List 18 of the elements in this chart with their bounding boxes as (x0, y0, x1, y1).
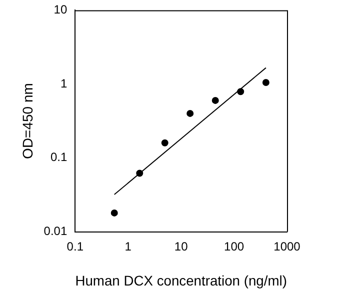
point (186, 110, 194, 117)
y-tick-label: 1 (60, 76, 68, 90)
point (136, 170, 144, 177)
point (212, 96, 219, 104)
y-tick-label: 0.1 (50, 150, 68, 164)
point (110, 209, 118, 216)
y-tick-label: 0.01 (44, 224, 68, 238)
x-tick-label: 10 (174, 239, 188, 254)
point (237, 88, 244, 96)
y-tick-label: 10 (54, 2, 68, 17)
x-tick-label: 1000 (274, 239, 301, 254)
point (161, 139, 168, 146)
x-tick-label: 1 (124, 239, 132, 254)
x-tick-label: 100 (224, 239, 244, 254)
y-axis-title: OD=450 nm (19, 83, 36, 159)
x-axis-title: Human DCX concentration (ng/ml) (75, 272, 287, 288)
point (262, 79, 270, 86)
x-tick-label: 0.1 (66, 239, 84, 254)
